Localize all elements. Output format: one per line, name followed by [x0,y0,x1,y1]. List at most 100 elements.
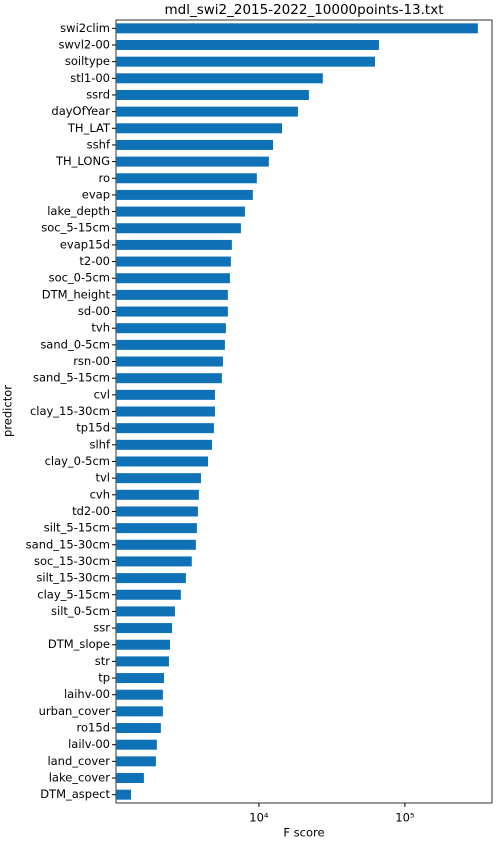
y-tick-label: lake_cover [49,771,111,785]
x-tick-label: 10⁵ [395,811,415,825]
bar [116,173,257,184]
y-tick-label: sd-00 [78,304,110,318]
y-tick-label: sshf [87,137,111,151]
bar [116,389,215,400]
bar [116,323,226,334]
y-tick-label: ssr [93,621,110,635]
bar [116,556,192,567]
bar [116,206,245,217]
y-axis-label: predictor [1,385,15,437]
bar [116,123,283,134]
y-tick-label: soiltype [65,54,110,68]
bar [116,573,186,584]
y-tick-label: ro [98,171,110,185]
y-tick-label: urban_cover [39,704,111,718]
y-tick-label: DTM_aspect [40,787,110,801]
y-tick-label: evap15d [60,237,110,251]
bar [116,739,157,750]
bar [116,789,131,800]
y-tick-label: evap [82,187,110,201]
bar [116,89,309,100]
bar [116,239,232,250]
y-tick-label: tvh [91,321,110,335]
y-tick-label: tp15d [76,421,110,435]
y-tick-label: laihv-00 [64,687,110,701]
y-tick-label: TH_LONG [55,154,110,168]
bar [116,473,201,484]
bar [116,639,170,650]
bar [116,39,379,50]
bar [116,523,197,534]
y-tick-label: clay_15-30cm [30,404,110,418]
y-tick-label: silt_5-15cm [44,521,110,535]
y-tick-label: DTM_slope [48,637,110,651]
y-tick-label: silt_0-5cm [51,604,110,618]
bar [116,606,175,617]
bar [116,139,274,150]
y-tick-label: t2-00 [79,254,110,268]
bar [116,456,208,467]
bar [116,423,214,434]
y-tick-label: td2-00 [72,504,110,518]
y-tick-label: sand_0-5cm [40,337,110,351]
y-tick-label: tp [98,671,110,685]
y-tick-label: tvl [95,471,110,485]
y-tick-label: lake_depth [47,204,110,218]
y-tick-label: stl1-00 [70,71,110,85]
bar [116,73,323,84]
y-tick-label: cvl [94,387,110,401]
bar [116,406,215,417]
x-tick-label: 10⁴ [249,811,269,825]
bar [116,156,269,167]
y-tick-label: lailv-00 [68,737,110,751]
bar [116,673,165,684]
y-tick-label: silt_15-30cm [36,571,110,585]
bar [116,189,253,200]
bar [116,539,196,550]
y-tick-label: swi2clim [60,21,110,35]
bar [116,223,241,234]
bar [116,106,298,117]
bar [116,256,231,267]
y-tick-label: ssrd [86,87,110,101]
y-tick-label: rsn-00 [73,354,110,368]
y-tick-label: sand_15-30cm [26,537,110,551]
y-tick-label: soc_0-5cm [49,271,110,285]
y-tick-label: dayOfYear [51,104,110,118]
bar [116,589,181,600]
y-tick-label: land_cover [47,754,110,768]
y-tick-label: swvl2-00 [59,37,111,51]
bar [116,489,199,500]
bar [116,339,225,350]
y-tick-label: soc_15-30cm [34,554,110,568]
bar [116,689,163,700]
y-tick-label: cvh [90,487,110,501]
bar [116,723,161,734]
y-tick-label: TH_LAT [67,121,111,135]
bar [116,356,223,367]
bar [116,656,169,667]
bar [116,706,163,717]
bar [116,273,230,284]
bar [116,23,478,34]
bar [116,289,228,300]
bar [116,623,173,634]
y-tick-label: slhf [89,437,110,451]
y-tick-label: DTM_height [42,287,111,301]
bar [116,306,228,317]
chart-title: mdl_swi2_2015-2022_10000points-13.txt [164,2,443,18]
y-tick-label: soc_5-15cm [41,221,110,235]
x-axis-label: F score [283,826,324,840]
y-tick-label: str [95,654,111,668]
bar [116,506,198,517]
bar [116,56,375,67]
bar [116,773,144,784]
y-tick-label: clay_5-15cm [37,587,110,601]
y-tick-label: clay_0-5cm [45,454,110,468]
bar [116,756,156,767]
y-tick-label: sand_5-15cm [33,371,110,385]
bar [116,439,212,450]
y-tick-label: ro15d [77,721,110,735]
bar [116,373,222,384]
